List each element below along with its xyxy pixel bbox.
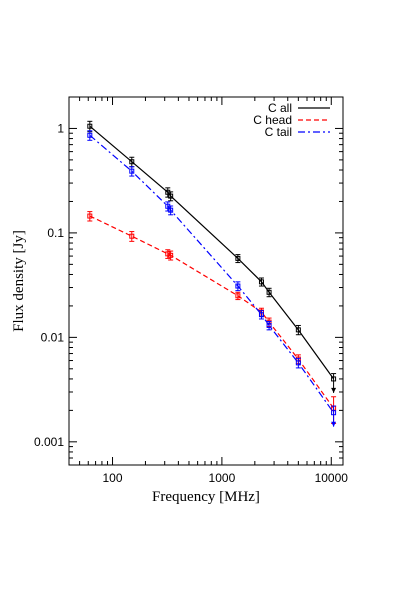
y-tick-label: 0.01 — [41, 330, 65, 344]
data-point — [266, 289, 272, 295]
series-c-all — [87, 120, 337, 393]
data-point — [295, 327, 301, 333]
data-point — [168, 252, 174, 258]
series-c-head — [87, 211, 337, 424]
data-point — [168, 207, 174, 213]
series-line — [89, 134, 335, 414]
y-tick-label: 0.001 — [34, 435, 64, 449]
legend-label: C head — [253, 113, 292, 127]
series-line — [89, 125, 335, 380]
x-axis-label: Frequency [MHz] — [152, 489, 260, 505]
data-point — [235, 293, 241, 299]
series-layer — [87, 120, 337, 427]
data-point — [129, 168, 135, 174]
upper-limit-arrow — [331, 421, 337, 427]
x-tick-label: 10000 — [315, 471, 349, 485]
legend-label: C all — [268, 101, 292, 115]
data-point — [168, 193, 174, 199]
series-c-tail — [87, 130, 337, 427]
upper-limit-arrow — [331, 387, 337, 393]
data-point — [235, 283, 241, 289]
data-point — [87, 213, 93, 219]
data-point — [87, 123, 93, 129]
data-point — [295, 360, 301, 366]
data-point — [129, 233, 135, 239]
data-point — [235, 255, 241, 261]
data-point — [331, 410, 337, 416]
data-point — [258, 312, 264, 318]
y-tick-label: 1 — [57, 121, 64, 135]
data-point — [165, 251, 171, 257]
y-axis-label: Flux density [Jy] — [11, 230, 27, 332]
data-point — [87, 132, 93, 138]
axis-ticks — [68, 96, 343, 466]
x-tick-label: 100 — [103, 471, 123, 485]
data-point — [258, 279, 264, 285]
data-point — [129, 159, 135, 165]
data-point — [266, 322, 272, 328]
y-tick-label: 0.1 — [47, 226, 64, 240]
plot-frame — [68, 96, 344, 466]
x-tick-label: 1000 — [209, 471, 236, 485]
data-point — [331, 376, 337, 382]
series-line — [89, 215, 335, 409]
axis-tick-labels: 100 1000 10000 0.001 0.01 0.1 1 — [34, 121, 348, 485]
legend-label: C tail — [265, 125, 292, 139]
